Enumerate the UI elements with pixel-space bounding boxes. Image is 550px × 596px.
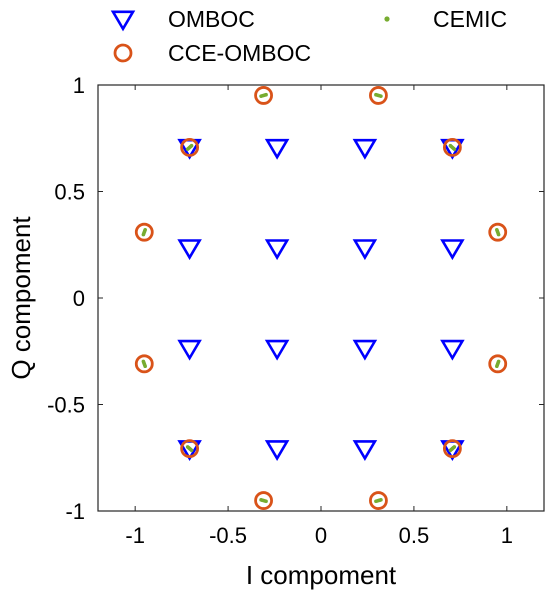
point-cemic: [448, 143, 457, 151]
point-cemic-dot: [379, 498, 383, 502]
y-tick-label: 1: [73, 73, 85, 98]
data-marks: [134, 86, 508, 510]
point-cemic-dot: [495, 227, 499, 232]
point-cce-omboc: [180, 138, 200, 157]
legend-label: CCE-OMBOC: [168, 40, 311, 66]
point-cce-omboc: [442, 439, 462, 458]
point-cce-omboc: [488, 354, 508, 374]
x-axis-title: I compoment: [246, 560, 397, 590]
point-cemic-dot: [141, 232, 146, 237]
point-cemic-dot: [448, 143, 453, 148]
axis-ticks: -1 -0.5 0 0.5 1 -1 -0.5 0 0.5 1: [47, 73, 544, 548]
point-cemic-dot: [496, 359, 501, 364]
point-cemic: [495, 359, 501, 369]
point-cemic: [141, 359, 147, 369]
y-tick-label: -0.5: [47, 393, 85, 418]
point-cemic-dot: [185, 147, 190, 151]
point-cemic-dot: [259, 94, 263, 98]
point-cemic: [185, 445, 194, 453]
point-cemic: [374, 498, 383, 504]
x-tick-label: 0.5: [399, 523, 430, 548]
x-tick-label: 1: [501, 523, 513, 548]
legend-marker: [110, 10, 136, 32]
y-tick-label: 0.5: [54, 180, 85, 205]
legend-item-cce-omboc: CCE-OMBOC: [113, 40, 311, 66]
legend: OMBOC CCE-OMBOC CEMIC: [110, 6, 507, 66]
point-cemic: [185, 143, 194, 151]
x-tick-label: -1: [125, 523, 145, 548]
point-cce-omboc: [180, 439, 200, 458]
point-cce-omboc: [134, 222, 154, 242]
point-cemic: [495, 227, 501, 237]
y-tick-label: -1: [65, 499, 85, 524]
point-cemic: [374, 92, 383, 98]
point-cemic-dot: [374, 92, 378, 97]
point-cce-omboc: [369, 86, 388, 105]
point-cce-omboc: [369, 491, 388, 510]
point-omboc: [264, 239, 290, 261]
point-cemic: [259, 92, 268, 98]
point-cemic: [448, 445, 457, 453]
point-cce-omboc: [134, 354, 154, 374]
point-cemic-dot: [452, 445, 457, 449]
point-omboc: [440, 239, 465, 261]
point-omboc: [352, 239, 378, 261]
legend-marker: [384, 16, 390, 22]
point-cemic: [141, 227, 147, 237]
point-cce-omboc: [254, 86, 273, 105]
point-omboc: [352, 138, 378, 160]
point-omboc: [352, 440, 378, 461]
point-cemic-dot: [143, 364, 147, 369]
y-tick-label: 0: [73, 286, 85, 311]
legend-label: OMBOC: [168, 6, 255, 32]
point-omboc: [264, 339, 290, 361]
y-axis-title: Q compoment: [6, 216, 36, 380]
point-omboc: [440, 339, 465, 361]
series-cce-omboc: [134, 86, 508, 510]
point-omboc: [177, 239, 202, 261]
point-cce-omboc: [442, 138, 462, 157]
point-omboc: [264, 138, 290, 160]
point-cemic-dot: [264, 499, 268, 504]
series-cemic: [141, 92, 501, 504]
plot-area: [97, 84, 545, 512]
legend-item-omboc: OMBOC: [110, 6, 255, 32]
x-tick-label: -0.5: [209, 523, 247, 548]
legend-marker: [113, 43, 133, 63]
point-omboc: [264, 440, 290, 461]
point-cemic: [259, 498, 268, 504]
legend-item-cemic: CEMIC: [384, 6, 507, 32]
point-omboc: [352, 339, 378, 361]
legend-label: CEMIC: [433, 6, 507, 32]
point-cce-omboc: [254, 491, 273, 510]
x-tick-label: 0: [315, 523, 327, 548]
point-omboc: [177, 339, 202, 361]
point-cce-omboc: [488, 222, 508, 242]
point-cemic-dot: [189, 448, 194, 453]
